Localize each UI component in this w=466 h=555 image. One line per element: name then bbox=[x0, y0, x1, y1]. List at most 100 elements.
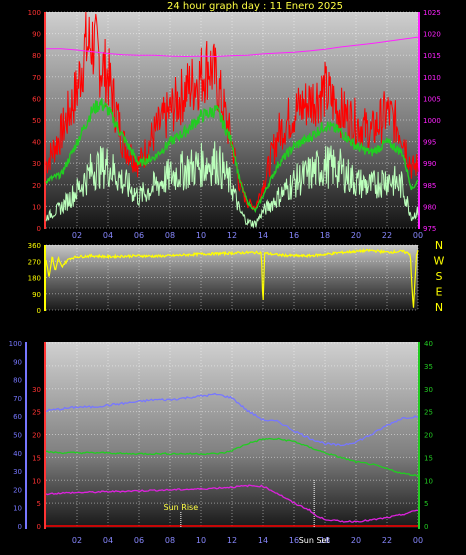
wind-x-tick-label: 06 bbox=[134, 231, 144, 240]
wind-x-tick-label: 20 bbox=[351, 231, 361, 240]
direction-tick-label: 360 bbox=[28, 242, 41, 250]
temperature-series-line bbox=[46, 437, 419, 477]
wind-x-tick-label: 12 bbox=[227, 231, 237, 240]
wind-left-tick-label: 20 bbox=[32, 182, 41, 190]
thp-x-tick-label: 00 bbox=[413, 536, 423, 545]
wind-labels: 1009080706050403020100102510201015101010… bbox=[28, 9, 441, 240]
direction-tick-label: 90 bbox=[32, 291, 41, 299]
compass-label: S bbox=[436, 270, 443, 283]
pressure-tick-label: 980 bbox=[423, 203, 436, 211]
humidity-tick-label: 70 bbox=[13, 395, 22, 403]
wind-left-tick-label: 30 bbox=[32, 160, 41, 168]
humidity-tick-label: 10 bbox=[13, 505, 22, 513]
direction-tick-label: 270 bbox=[28, 258, 41, 266]
thp-x-tick-label: 18 bbox=[320, 536, 330, 545]
pressure-tick-label: 1000 bbox=[423, 117, 441, 125]
direction-series-line bbox=[45, 247, 419, 308]
wind-x-tick-label: 22 bbox=[382, 231, 392, 240]
temperature-left-tick-label: 25 bbox=[32, 409, 41, 417]
compass-label: E bbox=[436, 286, 443, 299]
temperature-left-tick-label: 10 bbox=[32, 477, 41, 485]
temperature-right-tick-label: 25 bbox=[424, 409, 433, 417]
wind-x-tick-label: 00 bbox=[413, 231, 423, 240]
thp-x-tick-label: 10 bbox=[196, 536, 206, 545]
thp-plot-area bbox=[46, 342, 418, 528]
temperature-left-tick-label: 30 bbox=[32, 386, 41, 394]
wind-left-tick-label: 40 bbox=[32, 139, 41, 147]
compass-label: N bbox=[435, 301, 443, 314]
compass-label: W bbox=[434, 255, 445, 268]
wind-x-tick-label: 14 bbox=[258, 231, 268, 240]
wind-x-tick-label: 08 bbox=[165, 231, 175, 240]
wind-left-tick-label: 0 bbox=[37, 225, 41, 233]
chart-title: 24 hour graph day : 11 Enero 2025 bbox=[167, 1, 343, 12]
thp-x-tick-label: 06 bbox=[134, 536, 144, 545]
wind-left-tick-label: 50 bbox=[32, 117, 41, 125]
direction-series bbox=[45, 247, 419, 308]
pressure-tick-label: 1020 bbox=[423, 31, 441, 39]
wind-left-tick-label: 60 bbox=[32, 95, 41, 103]
pressure-tick-label: 1015 bbox=[423, 52, 441, 60]
thp-x-tick-label: 04 bbox=[103, 536, 113, 545]
humidity-tick-label: 50 bbox=[13, 432, 22, 440]
thp-labels: 4035302520151050100908070605040302010030… bbox=[9, 340, 433, 545]
direction-tick-label: 180 bbox=[28, 275, 41, 283]
humidity-tick-label: 60 bbox=[13, 413, 22, 421]
temperature-right-tick-label: 40 bbox=[424, 340, 433, 348]
wind-left-tick-label: 10 bbox=[32, 203, 41, 211]
humidity-tick-label: 40 bbox=[13, 450, 22, 458]
temperature-right-tick-label: 30 bbox=[424, 386, 433, 394]
thp-x-tick-label: 20 bbox=[351, 536, 361, 545]
pressure-series-line bbox=[46, 36, 419, 58]
thp-x-tick-label: 22 bbox=[382, 536, 392, 545]
wind-left-tick-label: 80 bbox=[32, 52, 41, 60]
temperature-right-tick-label: 15 bbox=[424, 454, 433, 462]
temperature-right-tick-label: 5 bbox=[424, 500, 428, 508]
thp-x-tick-label: 14 bbox=[258, 536, 268, 545]
humidity-tick-label: 100 bbox=[9, 340, 22, 348]
average-series-line bbox=[45, 98, 419, 214]
pressure-tick-label: 995 bbox=[423, 139, 436, 147]
minimum-series-line bbox=[45, 141, 419, 228]
humidity-tick-label: 0 bbox=[18, 523, 22, 531]
temperature-left-tick-label: 15 bbox=[32, 454, 41, 462]
wind-x-tick-label: 02 bbox=[72, 231, 82, 240]
pressure-tick-label: 1005 bbox=[423, 95, 441, 103]
direction-grid bbox=[46, 244, 419, 311]
sunset-label: Sun Set bbox=[299, 536, 330, 545]
temperature-right-tick-label: 35 bbox=[424, 363, 433, 371]
direction-tick-label: 0 bbox=[37, 307, 41, 315]
wind-series bbox=[45, 11, 419, 228]
wind-x-tick-label: 18 bbox=[320, 231, 330, 240]
temperature-right-tick-label: 10 bbox=[424, 477, 433, 485]
humidity-tick-label: 20 bbox=[13, 486, 22, 494]
pressure-tick-label: 990 bbox=[423, 160, 436, 168]
wind-left-tick-label: 70 bbox=[32, 74, 41, 82]
pressure-tick-label: 1010 bbox=[423, 74, 441, 82]
wind-x-tick-label: 10 bbox=[196, 231, 206, 240]
humidity-series-line bbox=[45, 392, 419, 447]
sunrise-label: Sun Rise bbox=[164, 503, 199, 512]
temperature-left-tick-label: 5 bbox=[37, 500, 41, 508]
dewpoint-series-line bbox=[45, 484, 419, 523]
wind-x-tick-label: 04 bbox=[103, 231, 113, 240]
thp-x-tick-label: 08 bbox=[165, 536, 175, 545]
temperature-right-tick-label: 20 bbox=[424, 432, 433, 440]
pressure-tick-label: 1025 bbox=[423, 9, 441, 17]
pressure-tick-label: 985 bbox=[423, 182, 436, 190]
temperature-left-tick-label: 0 bbox=[37, 523, 41, 531]
thp-x-tick-label: 16 bbox=[289, 536, 299, 545]
thp-x-tick-label: 02 bbox=[72, 536, 82, 545]
temperature-left-tick-label: 20 bbox=[32, 432, 41, 440]
humidity-tick-label: 90 bbox=[13, 358, 22, 366]
humidity-tick-label: 30 bbox=[13, 468, 22, 476]
temperature-right-tick-label: 0 bbox=[424, 523, 428, 531]
thp-series bbox=[45, 392, 419, 527]
compass-label: N bbox=[435, 239, 443, 252]
wind-x-tick-label: 16 bbox=[289, 231, 299, 240]
wind-left-tick-label: 90 bbox=[32, 31, 41, 39]
humidity-tick-label: 80 bbox=[13, 377, 22, 385]
pressure-tick-label: 975 bbox=[423, 225, 436, 233]
